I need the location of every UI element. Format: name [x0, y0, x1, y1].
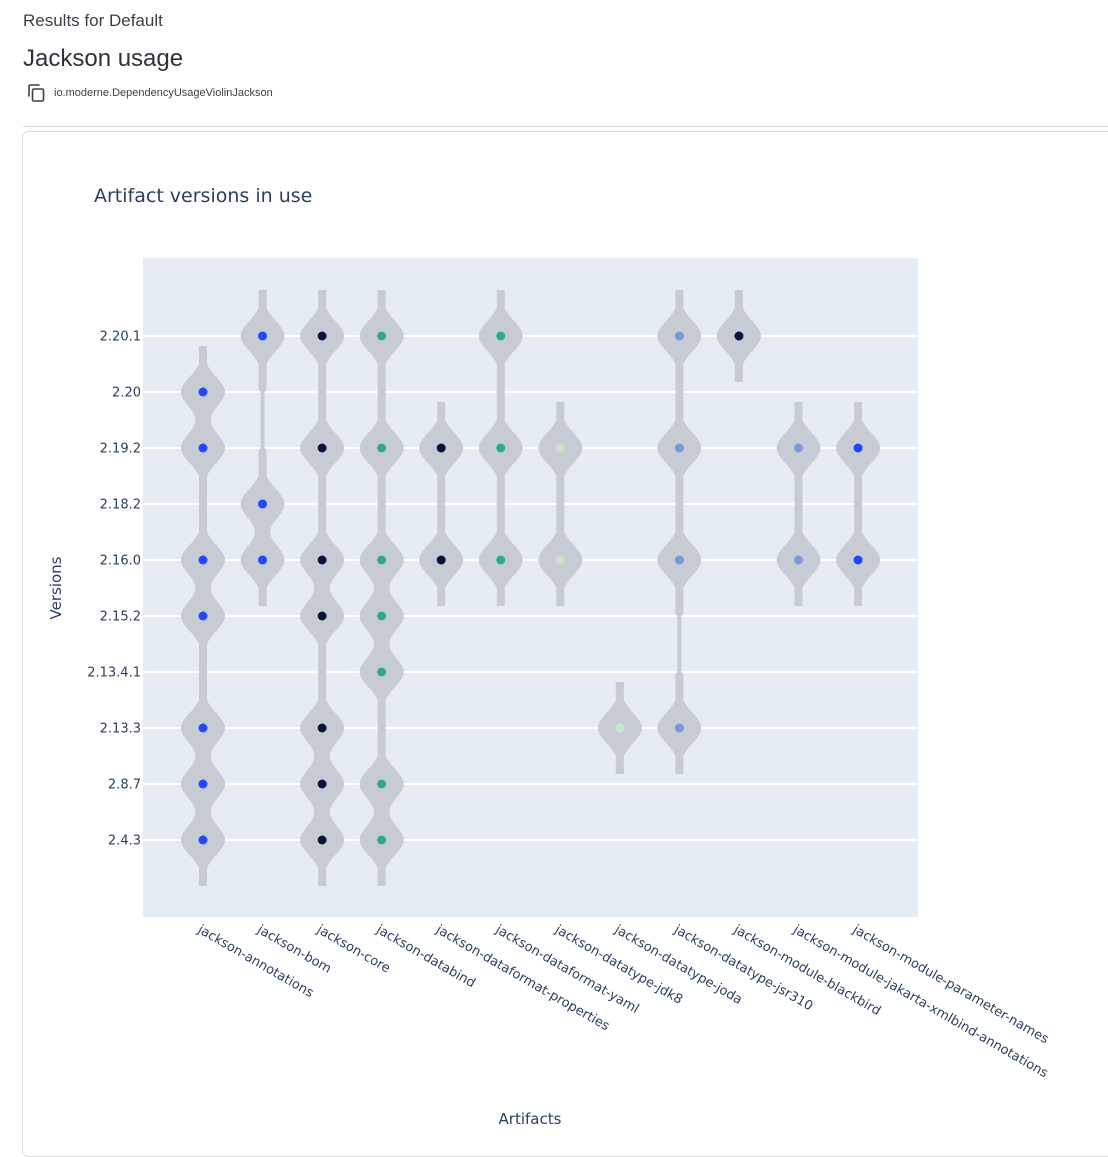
data-point[interactable]	[317, 723, 327, 733]
violin-jackson-dataformat-properties[interactable]	[419, 402, 464, 606]
data-point[interactable]	[436, 443, 446, 453]
violin-jackson-module-jakarta-xmlbind-annotations[interactable]	[776, 402, 821, 606]
data-point[interactable]	[496, 555, 506, 565]
data-point[interactable]	[198, 387, 208, 397]
data-point[interactable]	[258, 555, 268, 565]
plot-area	[143, 258, 918, 917]
divider	[23, 126, 1108, 127]
data-point[interactable]	[377, 555, 387, 565]
data-point[interactable]	[317, 555, 327, 565]
data-point[interactable]	[674, 331, 684, 341]
data-point[interactable]	[674, 555, 684, 565]
breadcrumb: Results for Default	[23, 11, 163, 30]
violin-jackson-core[interactable]	[300, 290, 345, 886]
data-point[interactable]	[377, 779, 387, 789]
y-tick-label: 2.20	[112, 386, 141, 401]
data-point[interactable]	[853, 443, 863, 453]
y-tick-label: 2.13.4.1	[87, 666, 141, 681]
data-point[interactable]	[794, 443, 803, 453]
data-point[interactable]	[198, 443, 208, 453]
y-axis-title: Versions	[47, 556, 65, 619]
violin-jackson-datatype-jsr310[interactable]	[657, 290, 702, 774]
data-point[interactable]	[198, 779, 208, 789]
violin-jackson-databind[interactable]	[359, 290, 404, 886]
data-point[interactable]	[555, 443, 565, 453]
violin-jackson-module-parameter-names[interactable]	[836, 402, 880, 606]
y-tick-label: 2.13.3	[100, 722, 141, 737]
y-tick-label: 2.18.2	[100, 498, 141, 513]
y-tick-label: 2.4.3	[108, 834, 141, 849]
data-point[interactable]	[674, 723, 684, 733]
x-tick-label: jackson-databind	[373, 922, 478, 991]
recipe-id-row: io.moderne.DependencyUsageViolinJackson	[26, 83, 273, 103]
violin-jackson-datatype-jdk8[interactable]	[538, 402, 583, 606]
data-point[interactable]	[258, 499, 268, 509]
data-point[interactable]	[317, 611, 327, 621]
data-point[interactable]	[198, 611, 208, 621]
y-tick-label: 2.19.2	[100, 442, 141, 457]
y-tick-label: 2.15.2	[100, 610, 141, 625]
data-point[interactable]	[258, 331, 268, 341]
data-point[interactable]	[317, 331, 327, 341]
data-point[interactable]	[377, 835, 387, 845]
data-point[interactable]	[377, 611, 387, 621]
data-point[interactable]	[317, 779, 327, 789]
data-point[interactable]	[734, 331, 744, 341]
x-tick-label: jackson-module-jakarta-xmlbind-annotatio…	[790, 922, 1051, 1081]
data-point[interactable]	[377, 667, 387, 677]
y-tick-label: 2.8.7	[108, 778, 141, 793]
page-title: Jackson usage	[23, 45, 184, 72]
data-point[interactable]	[436, 555, 446, 565]
data-point[interactable]	[377, 331, 387, 341]
data-point[interactable]	[377, 443, 387, 453]
y-tick-label: 2.20.1	[100, 330, 141, 345]
data-point[interactable]	[198, 555, 208, 565]
data-point[interactable]	[674, 443, 684, 453]
y-tick-label: 2.16.0	[100, 554, 141, 569]
recipe-id: io.moderne.DependencyUsageViolinJackson	[54, 87, 273, 99]
data-point[interactable]	[496, 331, 506, 341]
data-point[interactable]	[317, 443, 327, 453]
x-axis-title: Artifacts	[499, 1110, 562, 1128]
data-point[interactable]	[615, 723, 625, 733]
copy-icon[interactable]	[26, 83, 46, 103]
data-point[interactable]	[794, 555, 803, 565]
data-point[interactable]	[317, 835, 327, 845]
data-point[interactable]	[853, 555, 863, 565]
data-point[interactable]	[555, 555, 565, 565]
data-point[interactable]	[198, 723, 208, 733]
violin-jackson-bom[interactable]	[240, 290, 285, 606]
data-point[interactable]	[496, 443, 506, 453]
chart-title: Artifact versions in use	[94, 185, 313, 207]
data-point[interactable]	[198, 835, 208, 845]
